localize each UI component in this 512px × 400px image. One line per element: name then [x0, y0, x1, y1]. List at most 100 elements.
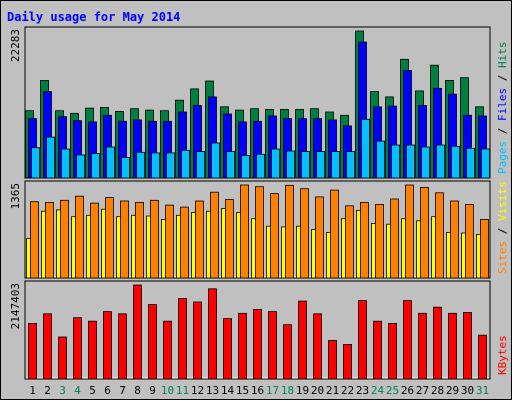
bar-kbytes-day-17 [268, 311, 277, 380]
bar-pages-day-12 [196, 151, 205, 179]
bar-kbytes-day-18 [283, 324, 292, 380]
y-axis-max-label: 22283 [9, 29, 22, 62]
x-tick-label: 25 [386, 384, 399, 397]
bar-kbytes-day-10 [163, 320, 172, 380]
bar-pages-day-30 [466, 147, 475, 179]
legend-item-sites: Sites [496, 241, 509, 274]
x-tick-label: 20 [311, 384, 324, 397]
bar-pages-day-27 [421, 146, 430, 179]
bar-pages-day-1 [31, 147, 40, 179]
bar-kbytes-day-26 [403, 300, 412, 380]
panel-sites-visits: 1365 Sites / Visits [9, 180, 509, 279]
bar-kbytes-day-5 [88, 320, 97, 380]
chart-panels: 22283 Pages / Files / Hits 1365 Sites / Vis… [9, 26, 509, 380]
legend-kbytes: KBytes [496, 335, 509, 375]
bar-pages-day-18 [286, 150, 295, 179]
bar-pages-day-31 [481, 148, 490, 179]
panel-hits-files-pages: 22283 Pages / Files / Hits [9, 26, 509, 179]
x-tick-label: 19 [296, 384, 309, 397]
x-tick-label: 16 [251, 384, 264, 397]
bar-pages-day-22 [346, 151, 355, 179]
legend-item-hits: Hits [496, 42, 509, 69]
bar-pages-day-21 [331, 151, 340, 179]
bar-sites-day-2 [45, 201, 54, 279]
x-tick-label: 8 [134, 384, 141, 397]
bar-pages-day-4 [76, 154, 85, 179]
x-tick-label: 11 [176, 384, 189, 397]
x-tick-label: 31 [476, 384, 489, 397]
x-tick-label: 7 [119, 384, 126, 397]
bar-pages-day-14 [226, 151, 235, 179]
x-tick-label: 21 [326, 384, 339, 397]
bar-kbytes-day-31 [478, 334, 487, 380]
legend-separator: / [496, 121, 509, 141]
bar-sites-day-20 [315, 196, 324, 279]
bar-kbytes-day-15 [238, 312, 247, 380]
x-tick-label: 9 [149, 384, 156, 397]
bar-pages-day-20 [316, 151, 325, 179]
bar-kbytes-day-8 [133, 284, 142, 380]
chart-title: Daily usage for May 2014 [7, 10, 180, 24]
bar-sites-day-8 [135, 201, 144, 279]
bar-kbytes-day-30 [463, 312, 472, 380]
bar-sites-day-28 [435, 192, 444, 279]
bar-kbytes-day-11 [178, 298, 187, 380]
bar-pages-day-17 [271, 148, 280, 179]
x-tick-label: 23 [356, 384, 369, 397]
bar-sites-day-22 [345, 205, 354, 279]
bar-sites-day-30 [465, 203, 474, 279]
bar-pages-day-2 [46, 136, 55, 179]
bar-pages-day-13 [211, 142, 220, 179]
panel-kbytes: 2147403 KBytes [9, 280, 509, 380]
x-tick-label: 28 [431, 384, 444, 397]
x-tick-label: 4 [74, 384, 81, 397]
bar-pages-day-29 [451, 145, 460, 179]
bar-kbytes-day-25 [388, 322, 397, 380]
bar-pages-day-8 [136, 151, 145, 179]
x-tick-label: 27 [416, 384, 429, 397]
bar-sites-day-11 [180, 206, 189, 279]
bar-sites-day-12 [195, 200, 204, 279]
bar-sites-day-17 [270, 193, 279, 279]
bar-sites-day-26 [405, 184, 414, 279]
bar-kbytes-day-12 [193, 301, 202, 380]
bar-sites-day-25 [390, 198, 399, 279]
bar-pages-day-6 [106, 146, 115, 179]
bar-kbytes-day-4 [73, 317, 82, 380]
x-axis-labels: 1 2 3 4 5 6 7 8 9 10 11 12 13 14 15 16 17 18 19 20 21 22 23 24 2… [29, 384, 489, 397]
bar-pages-day-15 [241, 155, 250, 179]
bar-sites-day-24 [375, 203, 384, 279]
legend-hits-files-pages: Pages / Files / Hits [496, 42, 509, 175]
bar-pages-day-16 [256, 153, 265, 179]
y-axis-max-label: 2147403 [9, 283, 22, 329]
x-tick-label: 26 [401, 384, 414, 397]
bar-sites-day-15 [240, 184, 249, 279]
x-tick-label: 18 [281, 384, 294, 397]
bar-pages-day-19 [301, 151, 310, 179]
bar-sites-day-13 [210, 191, 219, 279]
bar-pages-day-11 [181, 149, 190, 179]
legend-item-pages: Pages [496, 141, 509, 174]
legend-item-kbytes: KBytes [496, 335, 509, 375]
bar-sites-day-27 [420, 186, 429, 279]
x-tick-label: 24 [371, 384, 385, 397]
bar-kbytes-day-19 [298, 300, 307, 380]
bar-kbytes-day-22 [343, 343, 352, 380]
bar-sites-day-3 [60, 199, 69, 279]
bar-kbytes-day-16 [253, 308, 262, 380]
bar-sites-day-29 [450, 200, 459, 279]
bar-kbytes-day-2 [43, 313, 52, 380]
x-tick-label: 22 [341, 384, 354, 397]
x-tick-label: 2 [44, 384, 51, 397]
bar-sites-day-7 [120, 200, 129, 279]
x-tick-label: 6 [104, 384, 111, 397]
bar-pages-day-25 [391, 144, 400, 179]
bar-kbytes-day-9 [148, 304, 157, 380]
bar-sites-day-9 [150, 199, 159, 279]
bar-kbytes-day-27 [418, 312, 427, 380]
bar-kbytes-day-20 [313, 313, 322, 380]
legend-separator: / [496, 221, 509, 241]
bar-sites-day-6 [105, 197, 114, 279]
